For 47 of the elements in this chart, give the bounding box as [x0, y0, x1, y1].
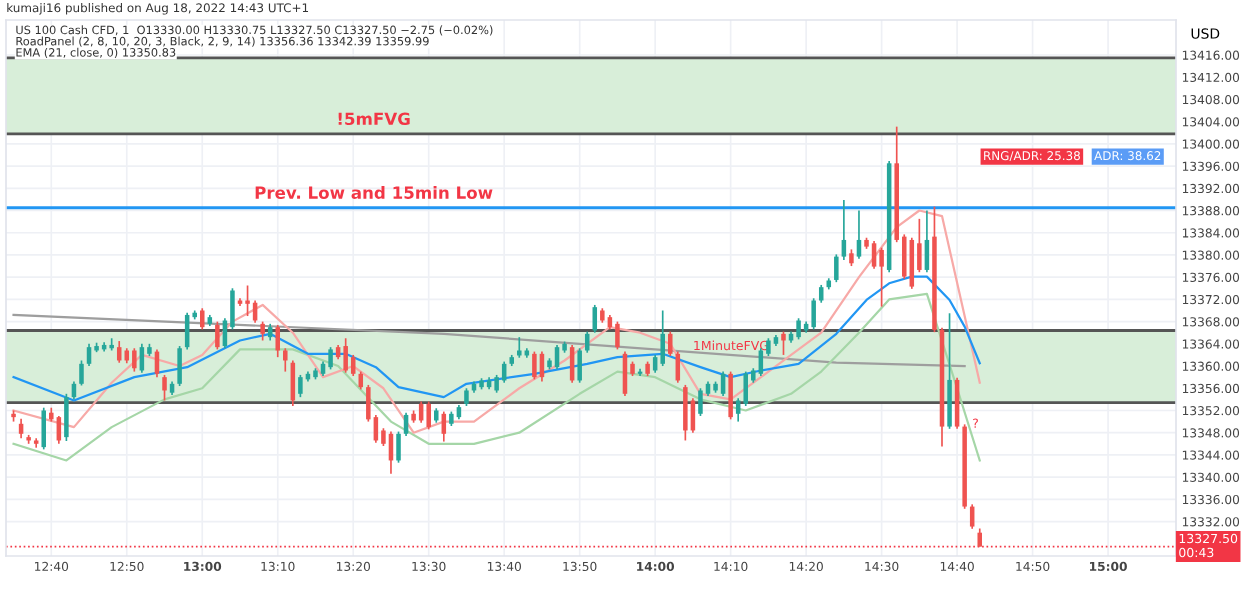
candlestick	[615, 320, 620, 351]
band-label: !5mFVG	[338, 112, 410, 126]
candlestick	[796, 317, 801, 341]
candlestick	[109, 337, 114, 352]
candlestick	[834, 253, 839, 284]
candlestick	[856, 209, 862, 260]
line-series	[12, 313, 966, 368]
candlestick	[245, 284, 250, 317]
candlestick	[260, 320, 265, 342]
candlestick	[577, 347, 582, 384]
candlestick	[781, 330, 786, 356]
candlestick	[86, 342, 92, 367]
line-series	[12, 292, 981, 462]
line-series	[12, 209, 981, 434]
candlestick	[79, 359, 84, 387]
candlestick	[743, 370, 749, 407]
line-series	[12, 275, 981, 402]
candlestick	[426, 400, 431, 431]
candlestick	[660, 309, 665, 367]
candlestick	[728, 370, 733, 421]
candlestick	[275, 324, 281, 358]
candlestick	[532, 350, 537, 381]
candlestick	[343, 337, 348, 374]
candlestick	[132, 347, 137, 373]
candlestick	[396, 430, 401, 464]
candlestick	[758, 347, 764, 377]
ref-line-label: Prev. Low and 15min Low	[255, 186, 493, 199]
candlestick	[350, 354, 356, 377]
candlestick	[298, 374, 303, 398]
candlestick	[41, 406, 47, 451]
candlestick	[879, 246, 884, 308]
candlestick	[215, 320, 220, 351]
candlestick	[683, 384, 688, 442]
candlestick	[64, 392, 69, 442]
candlestick	[698, 387, 703, 417]
candlestick	[947, 312, 952, 430]
candlestick	[667, 330, 673, 357]
candlestick	[162, 374, 167, 402]
candlestick	[871, 240, 877, 270]
candlestick	[517, 336, 522, 359]
candlestick	[811, 297, 816, 331]
candlestick	[841, 199, 847, 261]
candlestick	[328, 346, 333, 371]
candlestick	[177, 345, 182, 387]
candlestick	[283, 347, 288, 373]
candlestick	[199, 307, 205, 331]
candlestick	[977, 527, 983, 548]
